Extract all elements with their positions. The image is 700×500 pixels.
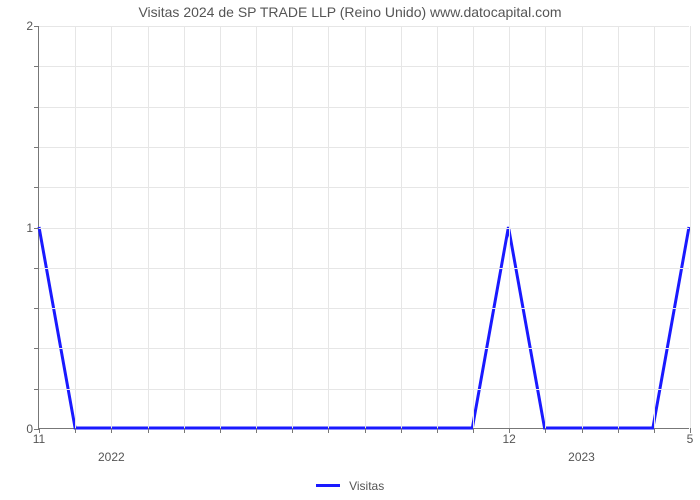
xtick-mark	[184, 428, 185, 433]
xtick-label: 12	[502, 432, 515, 446]
xtick-mark	[292, 428, 293, 433]
xtick-mark	[256, 428, 257, 433]
grid-v	[328, 26, 329, 428]
legend-label: Visitas	[349, 479, 384, 493]
xgroup-label: 2023	[568, 450, 595, 464]
xtick-mark	[401, 428, 402, 433]
grid-v	[545, 26, 546, 428]
ytick-mark	[34, 268, 39, 269]
chart-legend: Visitas	[0, 478, 700, 493]
xtick-mark	[220, 428, 221, 433]
grid-v	[582, 26, 583, 428]
ytick-mark	[34, 389, 39, 390]
xtick-label: 5	[687, 432, 694, 446]
chart-plot-area: 0121112520222023	[38, 26, 689, 429]
xgroup-label: 2022	[98, 450, 125, 464]
xtick-mark	[618, 428, 619, 433]
ytick-mark	[34, 107, 39, 108]
ytick-label: 1	[26, 221, 33, 235]
ytick-mark	[34, 187, 39, 188]
xtick-mark	[582, 428, 583, 433]
grid-v	[618, 26, 619, 428]
ytick-mark	[34, 228, 39, 229]
ytick-label: 2	[26, 19, 33, 33]
ytick-mark	[34, 26, 39, 27]
ytick-mark	[34, 66, 39, 67]
grid-v	[75, 26, 76, 428]
xtick-label: 11	[33, 432, 45, 446]
grid-v	[184, 26, 185, 428]
grid-v	[509, 26, 510, 428]
grid-v	[365, 26, 366, 428]
grid-v	[111, 26, 112, 428]
xtick-mark	[437, 428, 438, 433]
xtick-mark	[473, 428, 474, 433]
xtick-mark	[328, 428, 329, 433]
xtick-mark	[75, 428, 76, 433]
grid-v	[220, 26, 221, 428]
chart-title: Visitas 2024 de SP TRADE LLP (Reino Unid…	[0, 4, 700, 20]
grid-v	[437, 26, 438, 428]
xtick-mark	[545, 428, 546, 433]
ytick-mark	[34, 348, 39, 349]
ytick-mark	[34, 147, 39, 148]
xtick-mark	[148, 428, 149, 433]
grid-v	[148, 26, 149, 428]
grid-v	[690, 26, 691, 428]
xtick-mark	[654, 428, 655, 433]
legend-swatch	[316, 484, 340, 487]
grid-v	[401, 26, 402, 428]
ytick-mark	[34, 308, 39, 309]
grid-v	[256, 26, 257, 428]
grid-v	[292, 26, 293, 428]
xtick-mark	[365, 428, 366, 433]
grid-v	[473, 26, 474, 428]
grid-v	[654, 26, 655, 428]
visits-line-chart: Visitas 2024 de SP TRADE LLP (Reino Unid…	[0, 0, 700, 500]
xtick-mark	[111, 428, 112, 433]
